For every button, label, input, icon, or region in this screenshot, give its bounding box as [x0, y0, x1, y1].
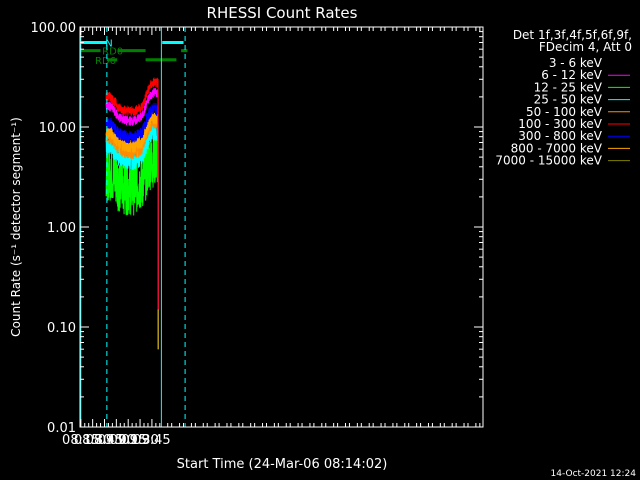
x-tick-label: 08:15 — [62, 433, 99, 448]
legend-entry-label: 25 - 50 keV — [534, 93, 603, 107]
x-tick-label: 08:45 — [86, 433, 123, 448]
legend-entry-label: 100 - 300 keV — [518, 117, 602, 131]
series-line — [105, 102, 159, 310]
footer-timestamp: 14-Oct-2021 12:24 — [551, 469, 637, 479]
y-axis-label: Count Rate (s⁻¹ detector segment⁻¹) — [9, 117, 23, 337]
plot-frame — [79, 26, 484, 428]
legend-entry-label: 3 - 6 keV — [549, 56, 603, 70]
legend-header-line-1: Det 1f,3f,4f,5f,6f,9f, — [513, 28, 632, 42]
flag-label: RD6 — [95, 56, 116, 67]
legend-header-line-2: FDecim 4, Att 0 — [539, 40, 632, 54]
x-tick-label: 08:30 — [74, 433, 111, 448]
chart-title: RHESSI Count Rates — [207, 4, 358, 22]
y-tick-label: 100.00 — [31, 21, 77, 36]
y-tick-label: 10.00 — [39, 121, 76, 136]
x-tick-label: 09:30 — [121, 433, 158, 448]
series-line — [105, 87, 159, 310]
legend-entry-label: 50 - 100 keV — [526, 105, 603, 119]
y-tick-label: 1.00 — [47, 221, 76, 236]
x-tick-label: 09:00 — [98, 433, 135, 448]
legend-entry-label: 800 - 7000 keV — [511, 141, 603, 155]
flag-label: N — [105, 38, 112, 49]
series-line — [105, 128, 159, 350]
legend-entry-label: 6 - 12 keV — [541, 68, 603, 82]
legend-entry-label: 7000 - 15000 keV — [495, 154, 602, 168]
series-line — [105, 111, 159, 310]
legend-entry-label: 12 - 25 keV — [534, 80, 603, 94]
series-line — [105, 76, 159, 310]
x-axis-label: Start Time (24-Mar-06 08:14:02) — [177, 457, 388, 472]
legend-entry-label: 300 - 800 keV — [518, 129, 602, 143]
x-tick-label: 09:15 — [109, 433, 146, 448]
x-tick-label: 09:45 — [133, 433, 170, 448]
y-tick-label: 0.01 — [47, 421, 76, 436]
flag-label: RD0 — [102, 47, 123, 58]
y-tick-label: 0.10 — [47, 321, 76, 336]
